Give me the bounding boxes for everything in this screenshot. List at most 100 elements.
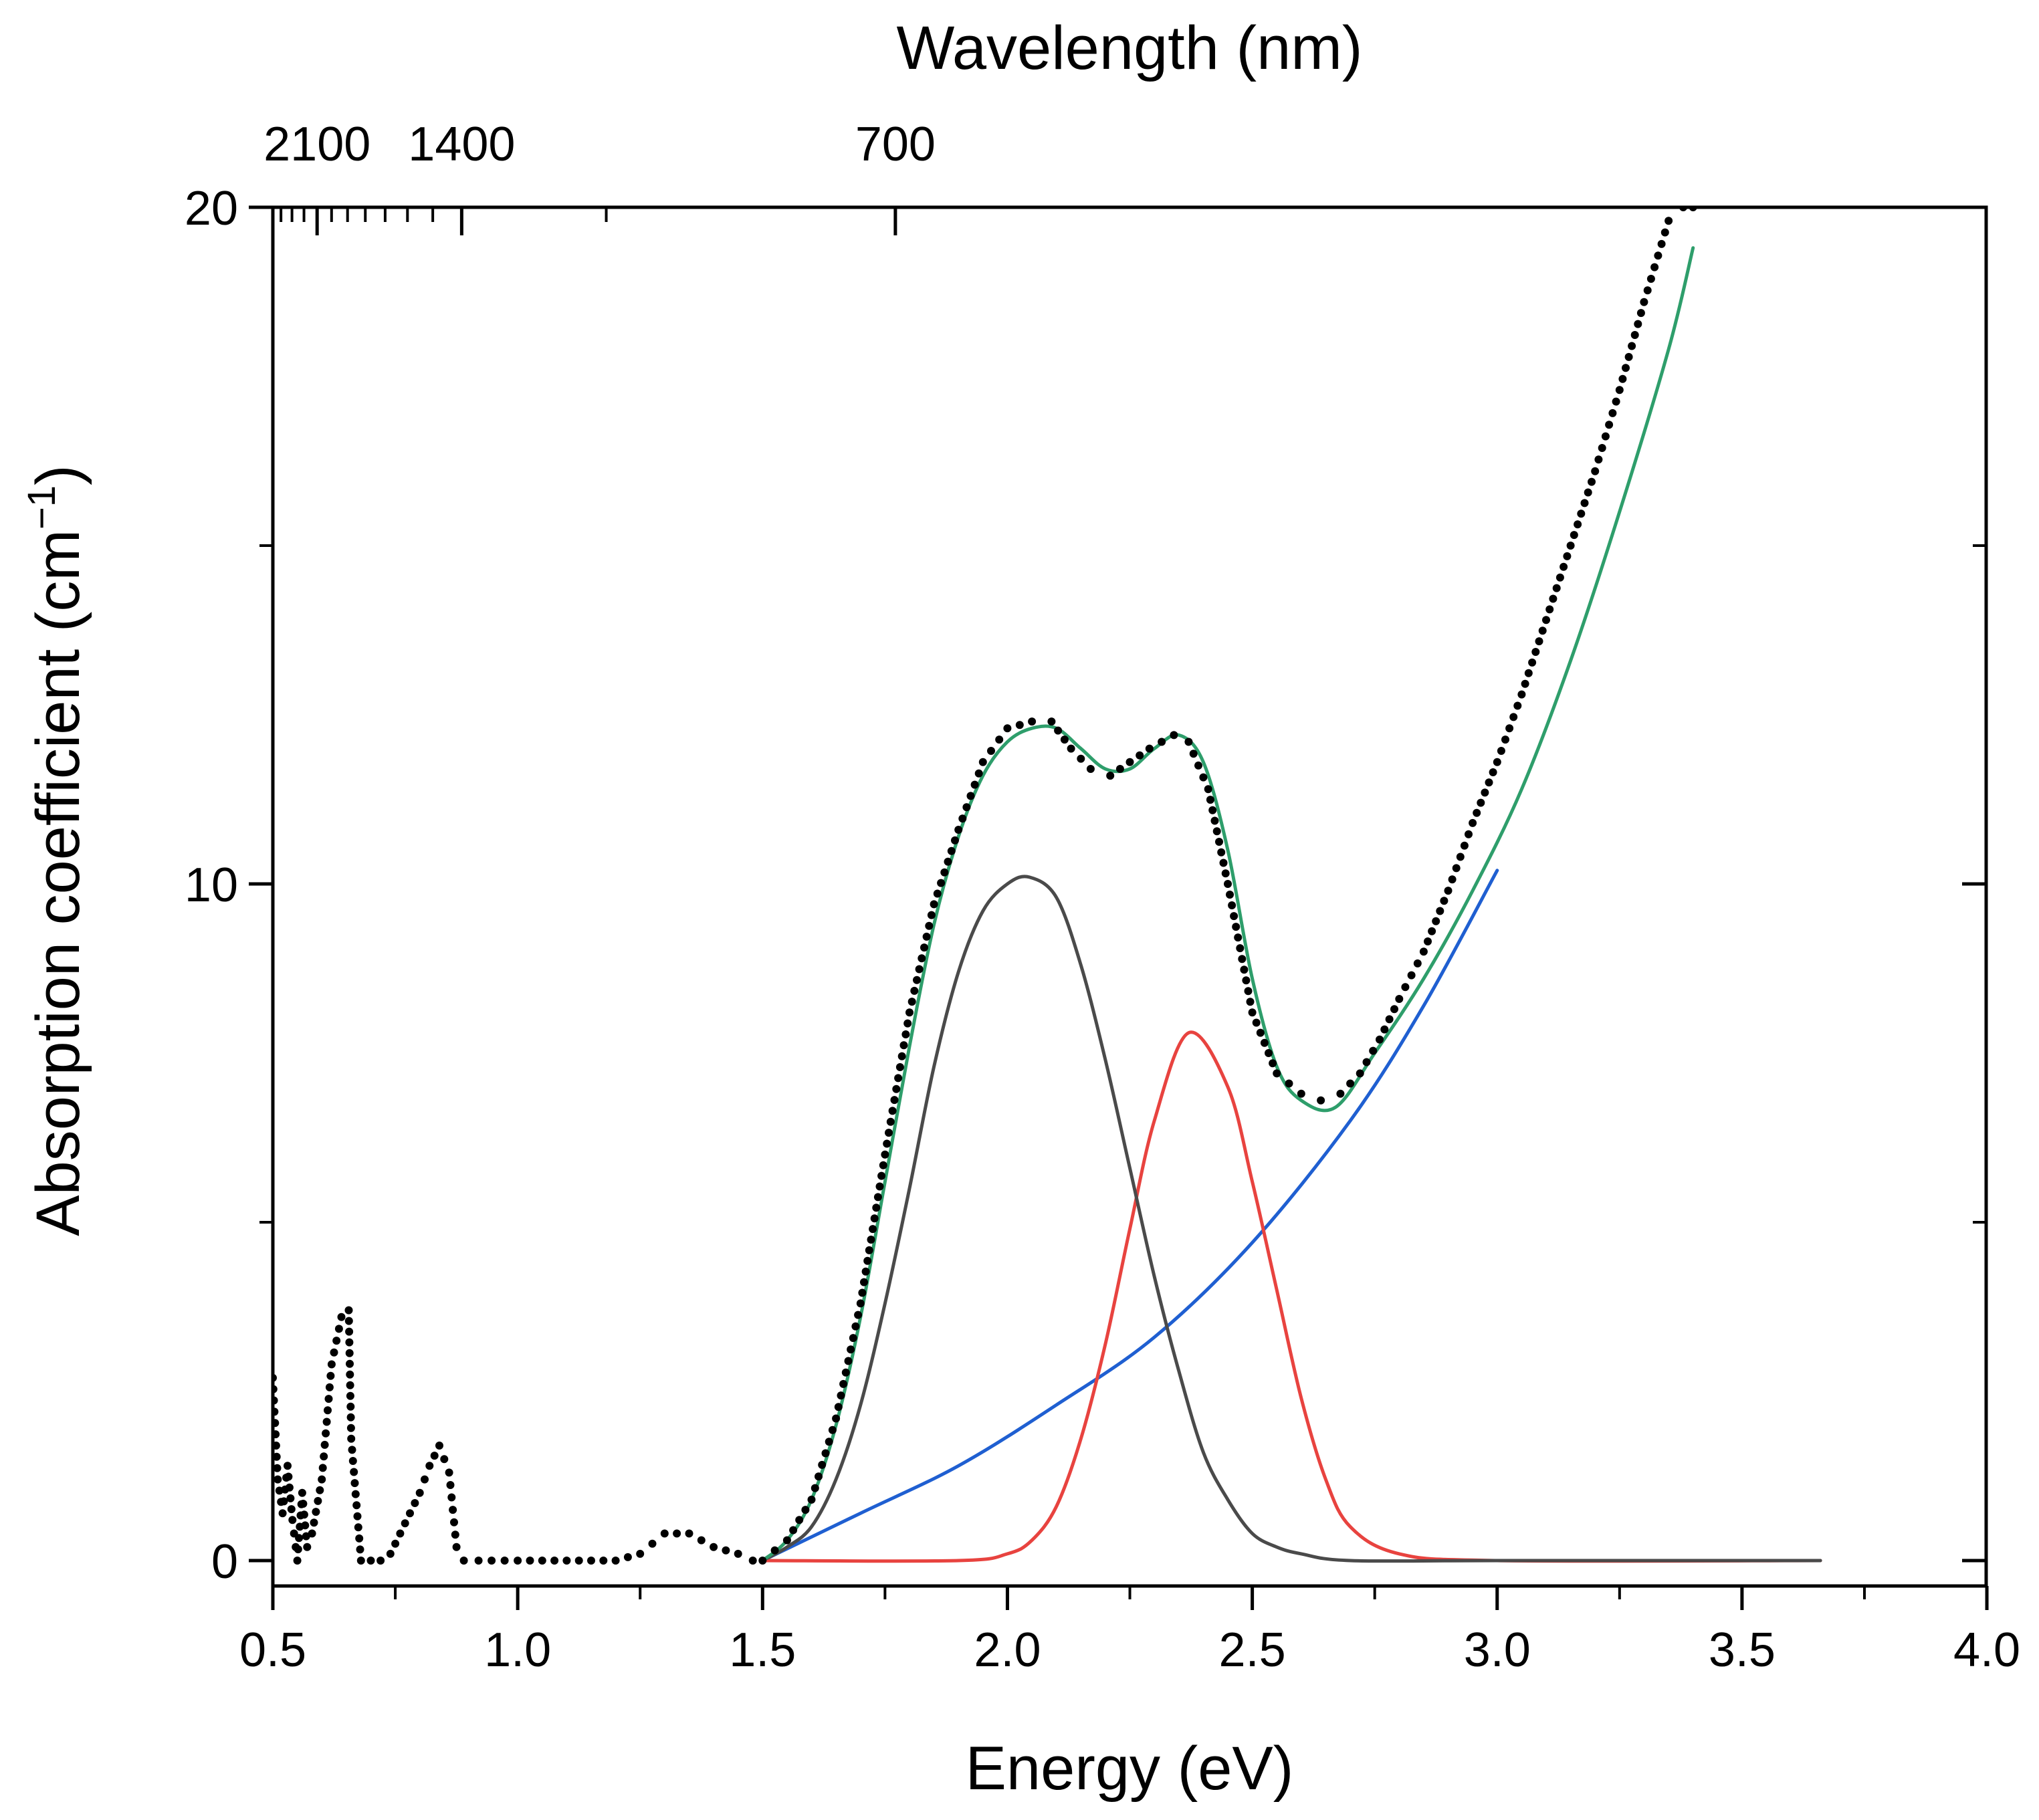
- data-point-interp: [1256, 1028, 1265, 1037]
- data-point: [1170, 731, 1178, 740]
- data-point: [337, 1313, 346, 1321]
- data-point-interp: [447, 1493, 456, 1502]
- data-point-interp: [1194, 761, 1202, 770]
- data-point-interp: [1601, 432, 1610, 441]
- data-point-interp: [273, 1430, 280, 1439]
- data-point-interp: [1432, 917, 1440, 925]
- series-line-gaussian-peak-2: [760, 1030, 1822, 1563]
- y-axis-title-text: Absorption coefficient (cm: [24, 530, 92, 1236]
- y-tick-label: 10: [185, 859, 238, 912]
- data-point-interp: [841, 1368, 850, 1377]
- series-line-total-fit: [760, 246, 1695, 1563]
- series-total-fit: [760, 246, 1695, 1563]
- data-point-interp: [947, 846, 956, 855]
- data-point-interp: [623, 1553, 632, 1561]
- data-point-interp: [894, 1074, 903, 1083]
- series-line-gaussian-peak-1: [760, 875, 1822, 1563]
- data-point: [344, 1306, 353, 1315]
- data-point-interp: [995, 735, 1004, 744]
- x-axis-ticks: 0.5 1.0 1.5 2.0 2.5 3.0 3.5 4.0: [239, 1586, 2020, 1677]
- data-point-interp: [1608, 409, 1617, 417]
- data-point-interp: [1346, 1079, 1355, 1088]
- data-point-interp: [863, 1256, 872, 1265]
- data-point-interp: [1217, 848, 1226, 857]
- data-point-interp: [1260, 1038, 1269, 1047]
- data-point: [1665, 217, 1673, 225]
- data-point-interp: [500, 1557, 509, 1565]
- data-point: [406, 1509, 414, 1518]
- data-point: [347, 1434, 356, 1443]
- data-point-interp: [314, 1496, 322, 1505]
- y-tick-label: 0: [211, 1535, 238, 1589]
- data-point: [377, 1557, 385, 1565]
- data-point-interp: [1077, 754, 1085, 763]
- data-point-interp: [1481, 788, 1489, 797]
- data-point: [1003, 724, 1012, 733]
- data-point-interp: [903, 1019, 912, 1028]
- data-point: [758, 1557, 767, 1565]
- data-point-interp: [974, 769, 983, 778]
- data-point: [611, 1557, 620, 1565]
- data-point-interp: [1212, 827, 1221, 836]
- data-point-interp: [858, 1288, 867, 1297]
- data-point-interp: [1465, 830, 1473, 838]
- data-point-interp: [879, 1161, 887, 1169]
- data-point-interp: [587, 1557, 595, 1565]
- data-point-interp: [890, 1096, 899, 1105]
- data-point: [1566, 542, 1575, 550]
- data-point-interp: [918, 954, 926, 963]
- data-point-interp: [854, 1311, 863, 1319]
- data-point-interp: [888, 1107, 897, 1115]
- data-point-interp: [1436, 907, 1444, 915]
- data-point-interp: [815, 1472, 823, 1481]
- data-point-interp: [1385, 1015, 1394, 1024]
- data-point-interp: [391, 1539, 400, 1548]
- data-point-interp: [1428, 927, 1436, 935]
- data-point-interp: [294, 1545, 302, 1554]
- data-point-interp: [1657, 239, 1666, 248]
- data-point-interp: [1234, 933, 1243, 942]
- data-point: [562, 1557, 571, 1565]
- data-point-interp: [1226, 891, 1234, 899]
- data-point: [452, 1543, 461, 1551]
- data-point-interp: [1238, 955, 1247, 963]
- data-point-interp: [933, 889, 942, 898]
- data-point-interp: [915, 965, 924, 974]
- data-point-interp: [1460, 841, 1469, 850]
- data-point-interp: [330, 1348, 338, 1357]
- data-point-interp: [284, 1472, 293, 1481]
- data-point-interp: [1528, 658, 1537, 667]
- data-point-interp: [925, 921, 934, 930]
- data-point: [710, 1543, 718, 1551]
- data-point-interp: [320, 1440, 329, 1449]
- data-point-interp: [1252, 1018, 1261, 1027]
- data-point-interp: [1240, 965, 1249, 974]
- data-point-interp: [877, 1171, 886, 1180]
- data-point-interp: [1636, 309, 1645, 318]
- data-point: [318, 1475, 326, 1484]
- data-point-interp: [346, 1370, 354, 1379]
- data-point-interp: [1015, 721, 1024, 729]
- top-tick-label: 1400: [408, 118, 515, 171]
- data-point-interp: [350, 1468, 358, 1476]
- data-point: [1469, 818, 1477, 827]
- data-point: [459, 1557, 468, 1565]
- data-point: [748, 1557, 757, 1565]
- x-tick-label: 2.5: [1219, 1623, 1286, 1677]
- data-point: [734, 1549, 742, 1558]
- data-point-interp: [324, 1406, 332, 1415]
- data-point-interp: [899, 1041, 908, 1050]
- data-point: [1336, 1089, 1345, 1098]
- data-point-interp: [286, 1494, 295, 1502]
- data-point-interp: [897, 1052, 906, 1060]
- data-point-interp: [574, 1557, 583, 1565]
- data-point-interp: [310, 1518, 318, 1527]
- data-point-interp: [295, 1534, 304, 1543]
- data-point-interp: [962, 803, 971, 812]
- data-point-interp: [1221, 869, 1230, 878]
- data-point-interp: [526, 1557, 534, 1565]
- data-point-interp: [1560, 562, 1568, 571]
- data-point-interp: [861, 1267, 870, 1276]
- data-point-interp: [1563, 552, 1572, 560]
- data-point-interp: [1646, 275, 1655, 283]
